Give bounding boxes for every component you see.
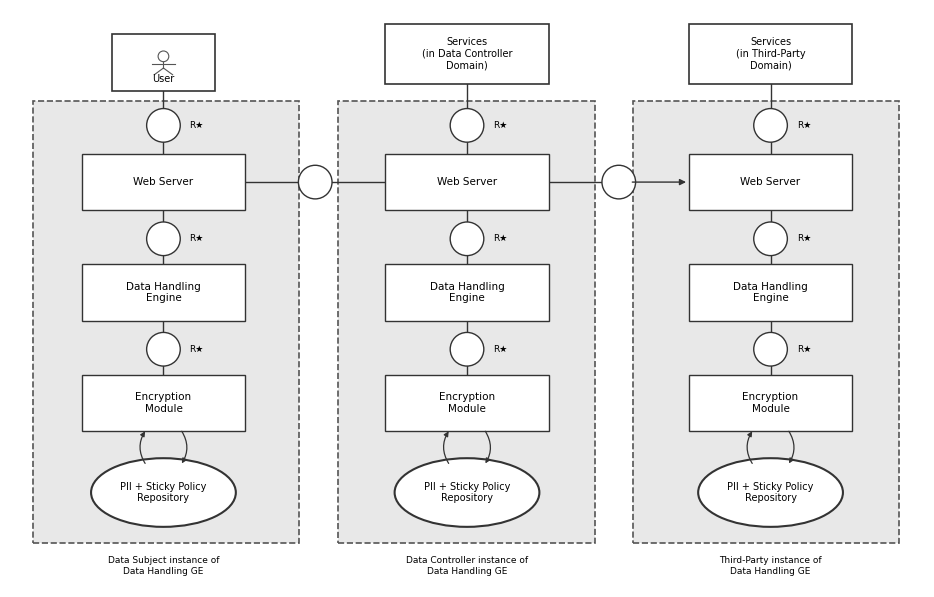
Text: Encryption
Module: Encryption Module: [743, 392, 799, 414]
FancyBboxPatch shape: [82, 154, 245, 211]
Ellipse shape: [754, 109, 787, 142]
Ellipse shape: [147, 109, 180, 142]
FancyBboxPatch shape: [688, 24, 852, 84]
FancyBboxPatch shape: [112, 34, 215, 91]
Ellipse shape: [450, 109, 484, 142]
Text: PII + Sticky Policy
Repository: PII + Sticky Policy Repository: [424, 482, 510, 503]
Ellipse shape: [754, 333, 787, 366]
FancyBboxPatch shape: [82, 264, 245, 321]
Text: R★: R★: [797, 344, 811, 354]
Text: Data Handling
Engine: Data Handling Engine: [126, 282, 201, 303]
FancyBboxPatch shape: [688, 375, 852, 431]
FancyBboxPatch shape: [633, 101, 899, 543]
Text: PII + Sticky Policy
Repository: PII + Sticky Policy Repository: [728, 482, 814, 503]
Ellipse shape: [450, 333, 484, 366]
FancyBboxPatch shape: [385, 264, 548, 321]
Text: Web Server: Web Server: [437, 177, 497, 187]
Text: R★: R★: [190, 344, 204, 354]
Ellipse shape: [395, 458, 540, 527]
Text: Encryption
Module: Encryption Module: [439, 392, 495, 414]
FancyBboxPatch shape: [688, 154, 852, 211]
Text: Third-Party instance of
Data Handling GE: Third-Party instance of Data Handling GE: [719, 556, 822, 576]
Text: Data Controller instance of
Data Handling GE: Data Controller instance of Data Handlin…: [406, 556, 528, 576]
FancyBboxPatch shape: [33, 101, 299, 543]
Ellipse shape: [601, 165, 635, 199]
Text: PII + Sticky Policy
Repository: PII + Sticky Policy Repository: [120, 482, 206, 503]
FancyBboxPatch shape: [385, 24, 548, 84]
Text: Services
(in Data Controller
Domain): Services (in Data Controller Domain): [422, 37, 512, 70]
Text: R★: R★: [797, 234, 811, 244]
FancyBboxPatch shape: [82, 375, 245, 431]
Text: Web Server: Web Server: [134, 177, 193, 187]
Text: Encryption
Module: Encryption Module: [135, 392, 191, 414]
Text: R★: R★: [190, 234, 204, 244]
Text: Services
(in Third-Party
Domain): Services (in Third-Party Domain): [736, 37, 805, 70]
FancyBboxPatch shape: [338, 101, 595, 543]
Text: User: User: [152, 74, 175, 84]
Text: Data Handling
Engine: Data Handling Engine: [430, 282, 504, 303]
Text: R★: R★: [797, 121, 811, 130]
Text: Web Server: Web Server: [741, 177, 800, 187]
Text: R★: R★: [493, 344, 507, 354]
Text: R★: R★: [493, 121, 507, 130]
Ellipse shape: [450, 222, 484, 256]
Ellipse shape: [699, 458, 842, 527]
Text: Data Subject instance of
Data Handling GE: Data Subject instance of Data Handling G…: [107, 556, 219, 576]
FancyBboxPatch shape: [385, 154, 548, 211]
Ellipse shape: [298, 165, 333, 199]
Text: R★: R★: [190, 121, 204, 130]
Text: Data Handling
Engine: Data Handling Engine: [733, 282, 808, 303]
FancyBboxPatch shape: [385, 375, 548, 431]
Ellipse shape: [147, 333, 180, 366]
FancyBboxPatch shape: [688, 264, 852, 321]
Ellipse shape: [754, 222, 787, 256]
Text: R★: R★: [493, 234, 507, 244]
Ellipse shape: [158, 51, 169, 61]
Ellipse shape: [91, 458, 235, 527]
Ellipse shape: [147, 222, 180, 256]
